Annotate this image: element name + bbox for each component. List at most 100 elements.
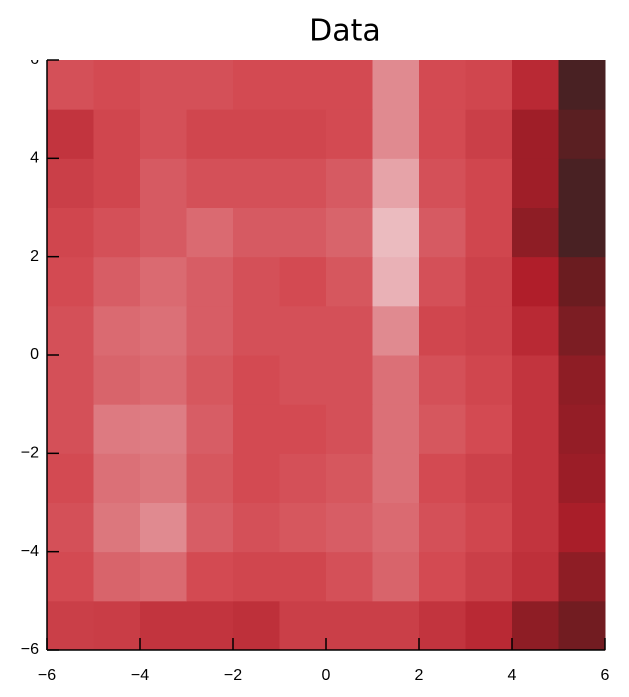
heat-cell <box>140 600 187 651</box>
y-tick-label: 2 <box>30 248 39 265</box>
heat-cell <box>93 551 141 602</box>
heat-cell <box>140 305 187 356</box>
heat-cell <box>233 60 280 110</box>
heat-cell <box>372 256 420 307</box>
heat-cell <box>279 551 327 602</box>
heat-cell <box>93 305 141 356</box>
heat-cell <box>372 109 420 159</box>
heat-cell <box>186 502 234 553</box>
heat-cell <box>465 453 513 503</box>
heat-cell <box>558 502 606 553</box>
y-tick-label: −2 <box>21 445 39 462</box>
heat-cell <box>326 551 373 602</box>
heat-cell <box>233 404 280 454</box>
y-tick-label: −6 <box>21 641 39 658</box>
heat-cell <box>465 305 513 356</box>
heat-cell <box>512 256 559 307</box>
heat-cell <box>233 502 280 553</box>
heat-cell <box>372 551 420 602</box>
heat-cell <box>326 600 373 651</box>
heat-cell <box>233 453 280 503</box>
heat-cell <box>372 207 420 258</box>
heat-cell <box>372 600 420 651</box>
heat-cell <box>419 305 466 356</box>
heat-cell <box>558 453 606 503</box>
heat-cell <box>140 207 187 258</box>
heat-cell <box>233 158 280 208</box>
heat-cell <box>93 502 141 553</box>
heat-cell <box>279 256 327 307</box>
heat-cell <box>279 404 327 454</box>
heat-cell <box>326 355 373 405</box>
heat-cell <box>512 60 559 110</box>
heat-cell <box>186 404 234 454</box>
heat-cell <box>47 502 94 553</box>
heat-cell <box>558 207 606 258</box>
heat-cell <box>47 551 94 602</box>
heat-cell <box>558 158 606 208</box>
heat-cell <box>186 305 234 356</box>
heat-cell <box>465 502 513 553</box>
heat-cell <box>186 600 234 651</box>
x-tick-label: 4 <box>508 667 517 684</box>
heat-cell <box>512 502 559 553</box>
chart-title: Data <box>309 14 381 49</box>
heat-cell <box>279 109 327 159</box>
heat-cell <box>465 551 513 602</box>
heat-cell <box>140 355 187 405</box>
heat-cell <box>465 404 513 454</box>
y-tick-label: 4 <box>30 150 39 167</box>
x-tick-label: −4 <box>131 667 149 684</box>
heat-cell <box>512 207 559 258</box>
heat-cell <box>93 355 141 405</box>
heat-cell <box>279 355 327 405</box>
heat-cell <box>326 158 373 208</box>
heat-cell <box>326 305 373 356</box>
heat-cell <box>279 207 327 258</box>
heat-cell <box>419 256 466 307</box>
heat-cell <box>512 404 559 454</box>
heat-cell <box>326 109 373 159</box>
heat-cell <box>233 256 280 307</box>
heat-cell <box>419 551 466 602</box>
heat-cell <box>419 207 466 258</box>
heat-cell <box>47 158 94 208</box>
x-tick-label: 0 <box>322 667 331 684</box>
heat-cell <box>419 355 466 405</box>
heat-cell <box>512 551 559 602</box>
heat-cell <box>233 207 280 258</box>
heat-cell <box>186 355 234 405</box>
heat-cell <box>279 60 327 110</box>
y-ticks: −6 −4 −2 0 2 4 6 <box>21 60 39 658</box>
heat-cell <box>419 109 466 159</box>
heat-cell <box>419 60 466 110</box>
heat-cell <box>233 551 280 602</box>
heat-cell <box>233 305 280 356</box>
heat-cell <box>419 404 466 454</box>
heat-cell <box>140 158 187 208</box>
heat-cell <box>372 502 420 553</box>
heat-cell <box>93 453 141 503</box>
y-tick-label: −4 <box>21 543 39 560</box>
heat-cell <box>558 256 606 307</box>
heat-cell <box>93 158 141 208</box>
heat-cell <box>186 60 234 110</box>
heat-cell <box>372 404 420 454</box>
heat-cell <box>326 207 373 258</box>
heat-cell <box>47 109 94 159</box>
heat-cell <box>419 158 466 208</box>
heat-cell <box>140 453 187 503</box>
heat-cell <box>279 600 327 651</box>
heat-cell <box>465 109 513 159</box>
heat-cell <box>465 355 513 405</box>
heat-cell <box>279 305 327 356</box>
heat-cell <box>326 404 373 454</box>
heat-cell <box>93 404 141 454</box>
heat-cell <box>47 355 94 405</box>
heat-cell <box>512 355 559 405</box>
heat-cell <box>47 207 94 258</box>
heat-cell <box>372 355 420 405</box>
heat-cell <box>233 355 280 405</box>
heat-cell <box>279 453 327 503</box>
y-tick-label: 0 <box>30 346 39 363</box>
